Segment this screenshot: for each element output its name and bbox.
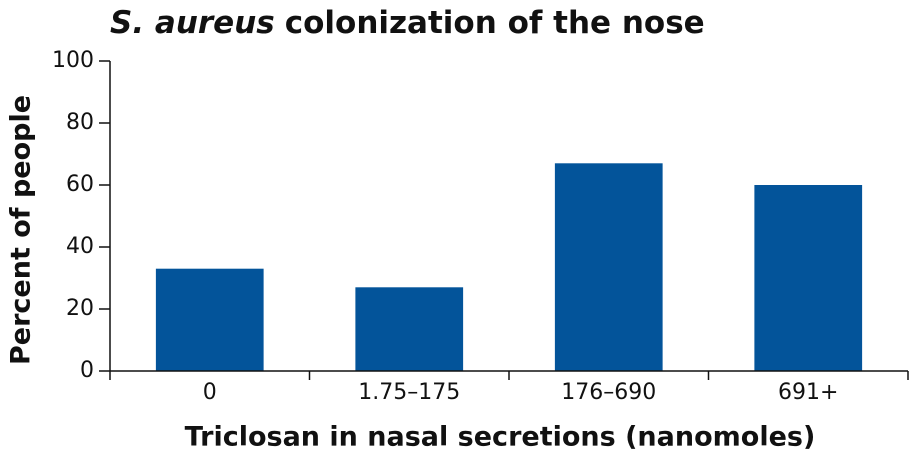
bar <box>554 163 663 371</box>
bar <box>355 287 464 371</box>
x-tick-label: 1.75–175 <box>358 380 460 405</box>
title-italic: S. aureus <box>110 5 275 41</box>
title-rest: colonization of the nose <box>285 5 705 41</box>
x-tick-label: 0 <box>203 380 217 405</box>
y-tick-label: 0 <box>80 358 94 383</box>
bar <box>754 185 863 371</box>
y-axis-label: Percent of people <box>6 95 37 365</box>
x-tick-label: 691+ <box>778 380 838 405</box>
y-tick-label: 40 <box>66 234 94 259</box>
bar <box>155 268 264 371</box>
x-axis-label: Triclosan in nasal secretions (nanomoles… <box>185 422 816 453</box>
y-tick-label: 100 <box>52 48 94 73</box>
x-tick-label: 176–690 <box>561 380 656 405</box>
chart-title: S. aureus colonization of the nose <box>110 5 705 41</box>
y-tick-label: 80 <box>66 110 94 135</box>
y-tick-label: 60 <box>66 172 94 197</box>
y-tick-label: 20 <box>66 296 94 321</box>
